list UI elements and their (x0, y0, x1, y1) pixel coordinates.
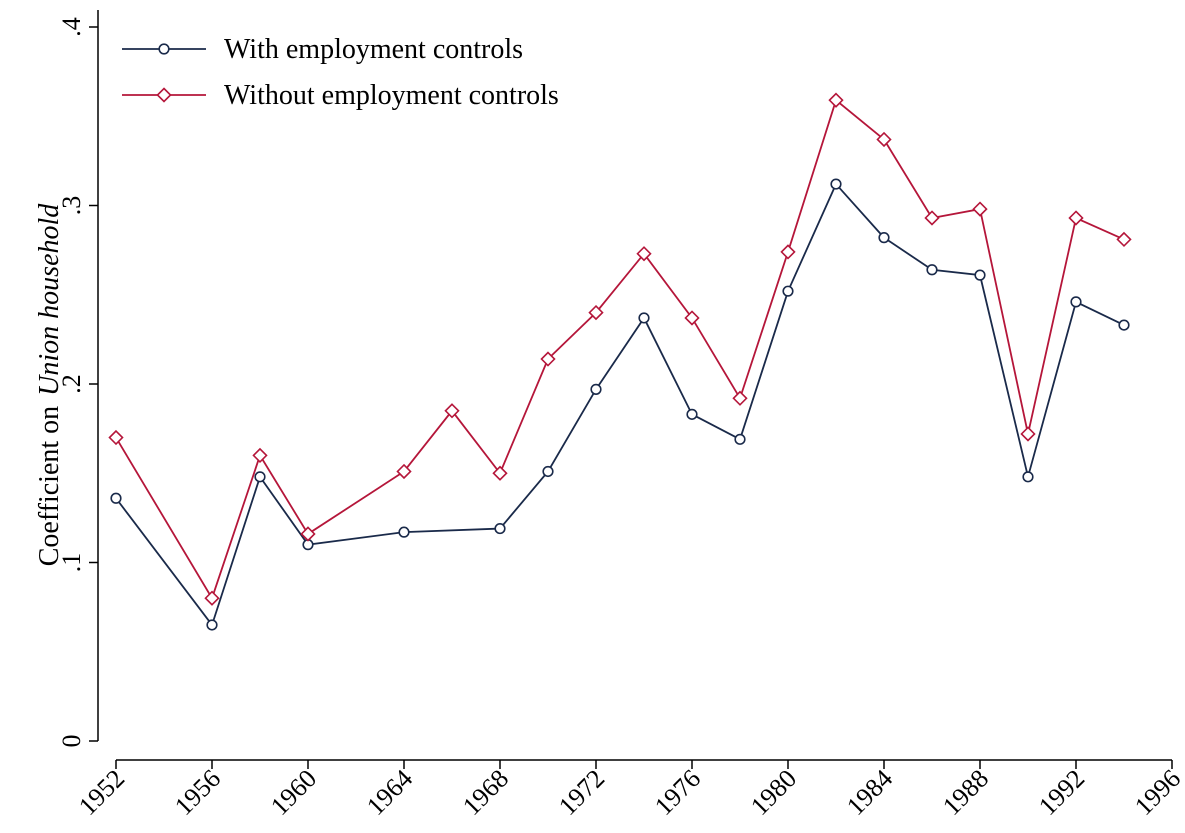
data-point (1118, 319, 1130, 331)
data-point (300, 526, 316, 542)
data-point (1020, 426, 1036, 442)
data-point (396, 463, 412, 480)
x-tick-label: 1972 (553, 764, 610, 821)
data-point (638, 312, 650, 324)
data-point (1068, 210, 1084, 226)
data-point (926, 264, 938, 276)
data-point (110, 492, 122, 504)
x-tick-label: 1964 (361, 764, 418, 821)
data-point (686, 408, 698, 420)
data-point (254, 471, 266, 483)
y-tick-label: .1 (57, 553, 86, 573)
data-point (974, 269, 986, 281)
data-point (494, 522, 506, 535)
x-tick-label: 1976 (649, 764, 706, 821)
data-point (540, 351, 556, 367)
series-line (115, 182, 1125, 627)
data-point (828, 92, 844, 108)
data-point (108, 429, 124, 446)
x-tick-label: 1956 (169, 764, 226, 821)
legend-label: Without employment controls (224, 80, 559, 111)
x-tick-label: 1968 (457, 764, 514, 821)
data-point (636, 246, 652, 262)
data-point (252, 447, 268, 464)
x-tick-label: 1980 (745, 764, 802, 821)
data-point (588, 304, 604, 321)
y-axis-label: Coefficient on Union household (34, 203, 65, 567)
data-point (684, 310, 700, 326)
data-point (492, 465, 508, 481)
data-point (924, 210, 940, 226)
data-point (1116, 231, 1132, 248)
series-1 (110, 178, 1130, 631)
data-point (590, 383, 602, 395)
data-point (206, 619, 218, 631)
legend-marker (158, 43, 170, 55)
axes: 0 .1 .2 .3 .4 1952 1956 1960 1964 1968 1972 1976 198… (57, 10, 1185, 821)
legend-entry-2: Without employment controls (122, 80, 559, 111)
y-tick-label: .3 (57, 196, 86, 216)
x-tick-label: 1988 (937, 764, 994, 821)
legend-marker (156, 87, 172, 103)
series-layer (108, 92, 1132, 631)
data-point (732, 390, 748, 406)
legend-label: With employment controls (224, 34, 523, 65)
data-point (780, 244, 796, 260)
data-point (972, 201, 988, 217)
data-point (542, 465, 554, 478)
data-point (1070, 296, 1082, 308)
data-point (734, 433, 746, 445)
x-tick-label: 1984 (841, 764, 898, 821)
legend: With employment controls Without employme… (122, 34, 559, 111)
data-point (830, 178, 842, 190)
data-point (444, 403, 460, 419)
legend-entry-1: With employment controls (122, 34, 523, 65)
data-point (1022, 471, 1034, 483)
data-point (204, 590, 220, 606)
data-point (782, 285, 794, 297)
x-tick-label: 1960 (265, 764, 322, 821)
data-point (398, 526, 410, 538)
y-axis-label-prefix: Coefficient on (34, 406, 65, 566)
y-tick-label: 0 (57, 735, 86, 748)
y-tick-label: .4 (57, 17, 86, 37)
x-tick-label: 1992 (1033, 764, 1090, 821)
y-axis-label-italic: Union household (34, 203, 65, 396)
data-point (876, 131, 892, 148)
x-tick-label: 1996 (1129, 764, 1185, 821)
data-point (878, 232, 890, 244)
series-2 (108, 92, 1132, 606)
series-line (115, 98, 1125, 601)
y-tick-label: .2 (57, 374, 86, 394)
x-tick-label: 1952 (73, 764, 130, 821)
